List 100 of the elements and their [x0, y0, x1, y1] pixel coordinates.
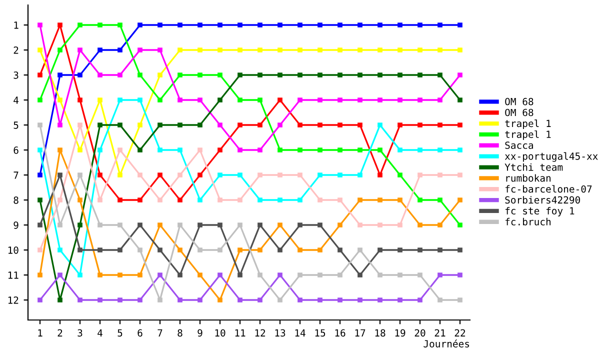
point	[418, 272, 422, 278]
legend-label: Sorbiers42290	[505, 196, 580, 204]
point	[418, 248, 422, 252]
point	[378, 198, 382, 202]
point	[318, 22, 322, 28]
point	[178, 298, 182, 302]
x-tick-label: 12	[255, 329, 266, 336]
point	[198, 48, 202, 52]
point	[218, 98, 222, 102]
point	[318, 272, 322, 278]
x-tick-label: 3	[78, 329, 82, 337]
point	[138, 248, 142, 252]
point	[298, 148, 302, 152]
point	[338, 298, 342, 302]
point	[458, 22, 462, 28]
point	[158, 248, 162, 252]
point	[298, 48, 302, 52]
point	[418, 22, 422, 28]
point	[138, 72, 142, 78]
x-tick-label: 21	[434, 329, 446, 336]
point	[338, 122, 342, 128]
point	[458, 198, 462, 202]
point	[438, 222, 442, 228]
point	[38, 148, 42, 152]
point	[318, 148, 322, 152]
point	[318, 248, 322, 252]
point	[158, 272, 162, 278]
point	[58, 122, 62, 128]
point	[278, 72, 282, 78]
point	[278, 272, 282, 278]
point	[438, 22, 442, 28]
point	[358, 172, 362, 178]
point	[58, 48, 62, 52]
point	[178, 172, 182, 178]
point	[198, 198, 202, 202]
x-tick-label: 8	[178, 329, 182, 337]
point	[418, 148, 422, 152]
point	[138, 172, 142, 178]
y-tick-label: 3	[14, 72, 18, 79]
point	[58, 198, 62, 202]
point	[418, 298, 422, 302]
point	[358, 72, 362, 78]
point	[398, 172, 402, 178]
point	[98, 122, 102, 128]
point	[58, 22, 62, 28]
point	[258, 248, 262, 252]
point	[158, 48, 162, 52]
point	[78, 172, 82, 178]
point	[398, 198, 402, 202]
point	[378, 272, 382, 278]
point	[338, 48, 342, 52]
y-tick-label: 8	[14, 196, 18, 204]
point	[78, 48, 82, 52]
x-tick-label: 6	[138, 329, 142, 337]
point	[58, 272, 62, 278]
point	[298, 172, 302, 178]
point	[218, 272, 222, 278]
point	[278, 122, 282, 128]
point	[158, 22, 162, 28]
point	[138, 148, 142, 152]
point	[198, 248, 202, 252]
point	[438, 122, 442, 128]
point	[398, 222, 402, 228]
legend-label: fc ste foy 1	[505, 206, 574, 216]
point	[358, 22, 362, 28]
point	[118, 198, 122, 202]
point	[58, 148, 62, 152]
point	[418, 72, 422, 78]
point	[358, 122, 362, 128]
point	[198, 148, 202, 152]
point	[98, 148, 102, 152]
point	[58, 222, 62, 228]
x-tick-label: 16	[335, 329, 346, 337]
point	[398, 22, 402, 28]
point	[78, 272, 82, 278]
point	[178, 222, 182, 228]
x-tick-label: 7	[158, 329, 162, 336]
point	[118, 172, 122, 178]
point	[78, 122, 82, 128]
point	[318, 122, 322, 128]
point	[438, 198, 442, 202]
point	[258, 48, 262, 52]
point	[438, 48, 442, 52]
point	[78, 222, 82, 228]
point	[58, 248, 62, 252]
point	[158, 148, 162, 152]
point	[418, 98, 422, 102]
point	[358, 98, 362, 102]
point	[418, 172, 422, 178]
point	[398, 48, 402, 52]
point	[458, 98, 462, 102]
point	[38, 248, 42, 252]
point	[398, 148, 402, 152]
point	[178, 72, 182, 78]
point	[238, 272, 242, 278]
point	[438, 248, 442, 252]
point	[318, 98, 322, 102]
point	[298, 22, 302, 28]
point	[358, 148, 362, 152]
point	[358, 298, 362, 302]
